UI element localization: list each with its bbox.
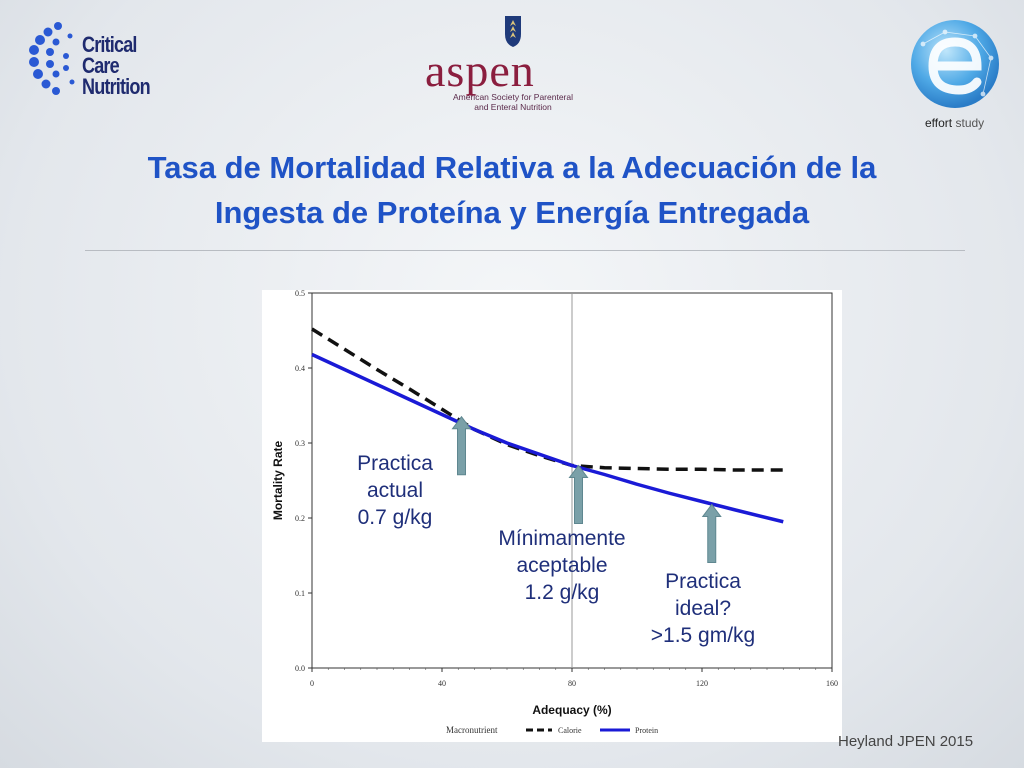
effort-study-word: study <box>955 116 985 130</box>
effort-study-logo: effort study <box>905 14 1005 134</box>
annotation-text: Practica <box>665 570 741 593</box>
annotation-text: aceptable <box>516 554 607 577</box>
x-tick-label: 0 <box>310 679 314 688</box>
annotation-text: 0.7 g/kg <box>358 506 433 529</box>
annotation-text: ideal? <box>675 597 731 620</box>
legend-protein-label: Protein <box>635 726 658 735</box>
annotation-text: Practica <box>357 452 433 475</box>
mortality-chart: 0.0 0.1 0.2 0.3 0.4 0.5 0 40 80 120 160 Practica ac… <box>262 290 842 742</box>
annotation-text: actual <box>367 479 423 502</box>
series-protein-line <box>311 352 784 524</box>
aspen-shield-icon <box>505 16 521 47</box>
annotation-arrow <box>451 415 472 476</box>
y-tick-label: 0.0 <box>295 664 305 673</box>
effort-word: effort <box>925 116 953 130</box>
x-tick-label: 80 <box>568 679 576 688</box>
chart-svg: 0.0 0.1 0.2 0.3 0.4 0.5 0 40 80 120 160 Practica ac… <box>271 290 838 735</box>
annotation-text: Mínimamente <box>498 527 625 550</box>
y-tick-label: 0.5 <box>295 290 305 298</box>
x-tick-label: 160 <box>826 679 838 688</box>
annotation-text: >1.5 gm/kg <box>651 624 755 647</box>
slide-title: Tasa de Mortalidad Relativa a la Adecuac… <box>60 145 964 235</box>
y-tick-label: 0.4 <box>295 364 305 373</box>
effort-globe-icon <box>911 20 999 108</box>
legend-title: Macronutrient <box>446 725 498 735</box>
y-tick-label: 0.3 <box>295 439 305 448</box>
citation: Heyland JPEN 2015 <box>838 733 974 750</box>
legend-calorie-label: Calorie <box>558 726 582 735</box>
annotation-arrow <box>568 464 589 524</box>
y-tick-label: 0.1 <box>295 589 305 598</box>
series-calorie-line <box>311 327 784 472</box>
aspen-subtitle-line-2: and Enteral Nutrition <box>474 102 552 112</box>
ccn-molecule-icon <box>29 22 75 95</box>
y-axis-label: Mortality Rate <box>271 441 285 521</box>
aspen-logo: aspen American Society for Parenteral an… <box>425 14 605 114</box>
annotation-arrow <box>701 503 722 563</box>
y-tick-label: 0.2 <box>295 514 305 523</box>
ccn-line-1: Critical Care <box>82 32 137 78</box>
critical-care-nutrition-logo: Critical Care Nutrition <box>28 18 188 100</box>
x-tick-label: 40 <box>438 679 446 688</box>
ccn-line-2: Nutrition <box>82 74 151 99</box>
x-tick-label: 120 <box>696 679 708 688</box>
aspen-subtitle-line-1: American Society for Parenteral <box>453 92 573 102</box>
x-axis-label: Adequacy (%) <box>532 703 611 717</box>
aspen-wordmark: aspen <box>425 45 535 96</box>
title-divider <box>85 250 965 251</box>
slide-title-line-2: Ingesta de Proteína y Energía Entregada <box>214 195 810 230</box>
slide-title-line-1: Tasa de Mortalidad Relativa a la Adecuac… <box>147 150 877 185</box>
annotation-text: 1.2 g/kg <box>525 581 600 604</box>
